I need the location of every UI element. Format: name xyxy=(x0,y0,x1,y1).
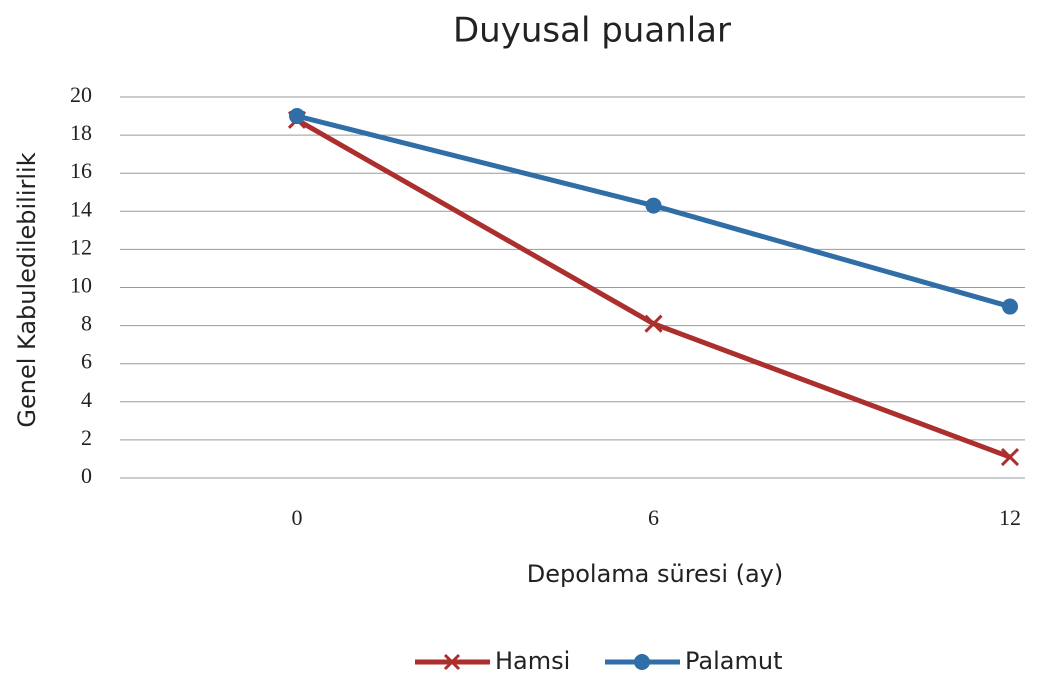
point-marker xyxy=(1002,298,1018,315)
series-line xyxy=(295,117,1011,460)
y-tick-label: 18 xyxy=(70,120,92,145)
y-tick-label: 0 xyxy=(81,463,92,488)
x-tick-label: 12 xyxy=(999,505,1021,530)
y-tick-label: 6 xyxy=(81,349,92,374)
point-marker xyxy=(289,108,305,125)
y-tick-label: 10 xyxy=(70,273,92,298)
legend-label: Hamsi xyxy=(495,647,570,675)
y-tick-label: 12 xyxy=(70,234,92,259)
point-marker xyxy=(645,197,662,214)
y-axis-label: Genel Kabuledilebilirlik xyxy=(13,152,41,427)
y-tick-label: 2 xyxy=(81,425,92,450)
y-tick-label: 20 xyxy=(70,82,92,107)
legend-marker xyxy=(634,654,650,670)
x-axis-label: Depolama süresi (ay) xyxy=(527,560,784,588)
y-tick-label: 4 xyxy=(81,387,92,412)
x-tick-label: 0 xyxy=(292,505,303,530)
legend-label: Palamut xyxy=(685,647,782,675)
point-marker xyxy=(644,314,663,333)
x-tick-label: 6 xyxy=(648,505,659,530)
y-tick-label: 8 xyxy=(81,311,92,336)
y-tick-label: 14 xyxy=(70,196,92,221)
legend-marker xyxy=(443,653,461,671)
point-marker xyxy=(1000,447,1020,467)
y-tick-label: 16 xyxy=(70,158,92,183)
chart-title: Duyusal puanlar xyxy=(453,11,731,51)
